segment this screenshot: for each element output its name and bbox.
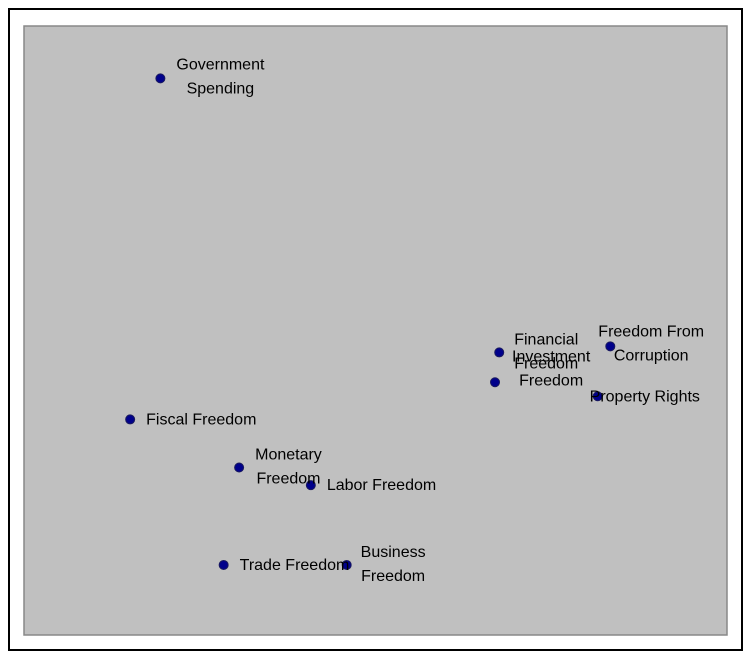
point-label: Freedom From Corruption (598, 323, 704, 364)
point-label: Labor Freedom (327, 477, 436, 494)
data-point (218, 559, 229, 570)
point-label: Investment Freedom (512, 348, 591, 389)
point-label: Trade Freedom (240, 557, 350, 574)
data-point (155, 73, 166, 84)
data-point (305, 480, 316, 491)
data-point (125, 414, 136, 425)
data-point (494, 347, 505, 358)
data-point (592, 391, 603, 402)
point-label: Monetary Freedom (255, 447, 322, 488)
data-point (605, 341, 616, 352)
data-point (234, 462, 245, 473)
data-point (341, 559, 352, 570)
point-label: Business Freedom (361, 544, 426, 585)
point-label: Property Rights (590, 388, 700, 405)
points-layer (125, 73, 616, 570)
point-label: Financial Freedom (514, 331, 578, 372)
labels-layer: Government Spending Fiscal Freedom Monetary… (146, 56, 704, 585)
point-label: Fiscal Freedom (146, 411, 256, 428)
plot-area (23, 25, 728, 636)
data-point (490, 377, 501, 388)
point-label: Government Spending (176, 56, 265, 97)
